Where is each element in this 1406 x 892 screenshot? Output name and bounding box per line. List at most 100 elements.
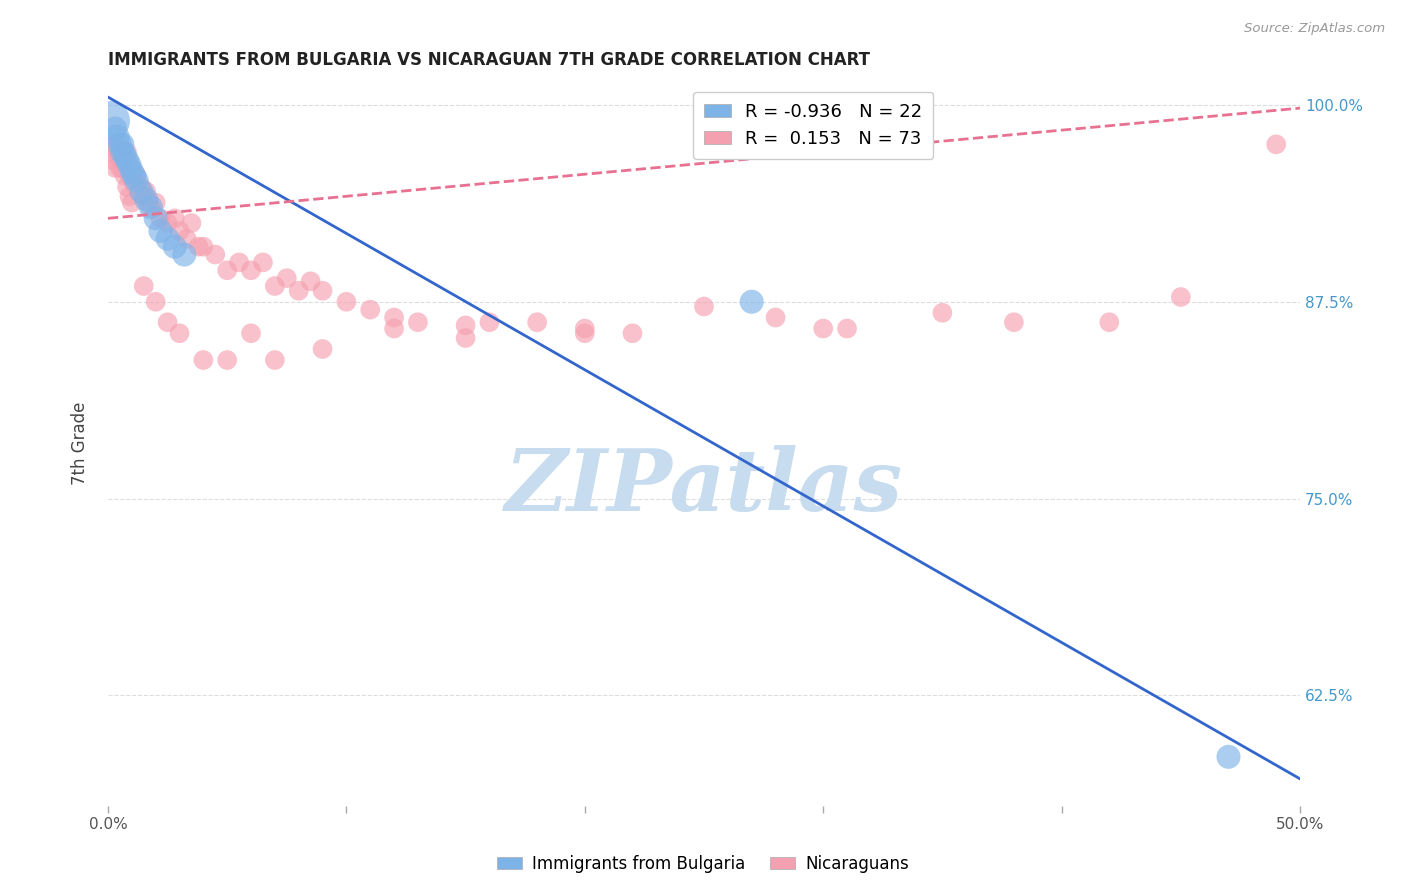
- Legend: Immigrants from Bulgaria, Nicaraguans: Immigrants from Bulgaria, Nicaraguans: [491, 848, 915, 880]
- Point: [132, 189, 155, 203]
- Point: [121, 161, 143, 175]
- Point: [108, 161, 131, 175]
- Point: [1265, 137, 1288, 152]
- Point: [228, 255, 250, 269]
- Point: [299, 274, 322, 288]
- Point: [169, 224, 191, 238]
- Point: [193, 240, 215, 254]
- Point: [111, 137, 134, 152]
- Point: [118, 169, 141, 183]
- Point: [217, 353, 239, 368]
- Point: [114, 148, 136, 162]
- Point: [454, 331, 477, 345]
- Point: [121, 195, 143, 210]
- Point: [111, 161, 134, 175]
- Point: [163, 240, 186, 254]
- Point: [693, 300, 716, 314]
- Point: [765, 310, 787, 325]
- Text: Source: ZipAtlas.com: Source: ZipAtlas.com: [1244, 22, 1385, 36]
- Point: [156, 232, 179, 246]
- Point: [104, 137, 127, 152]
- Point: [169, 326, 191, 341]
- Point: [311, 284, 333, 298]
- Point: [114, 169, 136, 183]
- Point: [478, 315, 501, 329]
- Point: [145, 195, 167, 210]
- Point: [139, 200, 162, 214]
- Point: [132, 279, 155, 293]
- Point: [156, 315, 179, 329]
- Point: [359, 302, 381, 317]
- Point: [118, 189, 141, 203]
- Point: [125, 173, 148, 187]
- Point: [145, 294, 167, 309]
- Point: [526, 315, 548, 329]
- Point: [131, 185, 153, 199]
- Point: [176, 232, 198, 246]
- Point: [139, 200, 162, 214]
- Point: [135, 193, 157, 207]
- Text: IMMIGRANTS FROM BULGARIA VS NICARAGUAN 7TH GRADE CORRELATION CHART: IMMIGRANTS FROM BULGARIA VS NICARAGUAN 7…: [108, 51, 870, 69]
- Point: [621, 326, 644, 341]
- Point: [118, 158, 141, 172]
- Point: [104, 161, 127, 175]
- Point: [835, 321, 858, 335]
- Point: [122, 177, 145, 191]
- Point: [240, 326, 263, 341]
- Point: [276, 271, 298, 285]
- Point: [741, 294, 763, 309]
- Point: [382, 321, 405, 335]
- Point: [138, 195, 160, 210]
- Point: [406, 315, 429, 329]
- Point: [574, 326, 596, 341]
- Point: [108, 137, 131, 152]
- Point: [574, 321, 596, 335]
- Point: [145, 211, 167, 226]
- Point: [115, 145, 138, 160]
- Point: [149, 211, 172, 226]
- Point: [115, 179, 138, 194]
- Point: [163, 211, 186, 226]
- Text: ZIPatlas: ZIPatlas: [505, 445, 903, 529]
- Point: [217, 263, 239, 277]
- Point: [335, 294, 357, 309]
- Point: [149, 224, 172, 238]
- Point: [311, 342, 333, 356]
- Point: [204, 247, 226, 261]
- Point: [193, 353, 215, 368]
- Point: [180, 216, 202, 230]
- Point: [240, 263, 263, 277]
- Point: [252, 255, 274, 269]
- Point: [100, 145, 122, 160]
- Point: [114, 153, 136, 167]
- Legend: R = -0.936   N = 22, R =  0.153   N = 73: R = -0.936 N = 22, R = 0.153 N = 73: [693, 92, 934, 159]
- Point: [101, 153, 124, 167]
- Point: [382, 310, 405, 325]
- Point: [115, 153, 138, 167]
- Point: [1002, 315, 1025, 329]
- Point: [454, 318, 477, 333]
- Point: [187, 240, 209, 254]
- Point: [1218, 749, 1240, 764]
- Point: [121, 164, 143, 178]
- Point: [1170, 290, 1192, 304]
- Point: [107, 129, 129, 144]
- Point: [128, 185, 150, 199]
- Point: [122, 169, 145, 183]
- Point: [100, 113, 122, 128]
- Point: [108, 153, 131, 167]
- Point: [107, 145, 129, 160]
- Point: [156, 216, 179, 230]
- Point: [111, 145, 134, 160]
- Point: [287, 284, 309, 298]
- Point: [125, 169, 148, 183]
- Point: [264, 353, 287, 368]
- Point: [264, 279, 287, 293]
- Point: [131, 179, 153, 194]
- Point: [135, 185, 157, 199]
- Y-axis label: 7th Grade: 7th Grade: [72, 401, 89, 485]
- Point: [1098, 315, 1121, 329]
- Point: [104, 121, 127, 136]
- Point: [173, 247, 195, 261]
- Point: [931, 306, 953, 320]
